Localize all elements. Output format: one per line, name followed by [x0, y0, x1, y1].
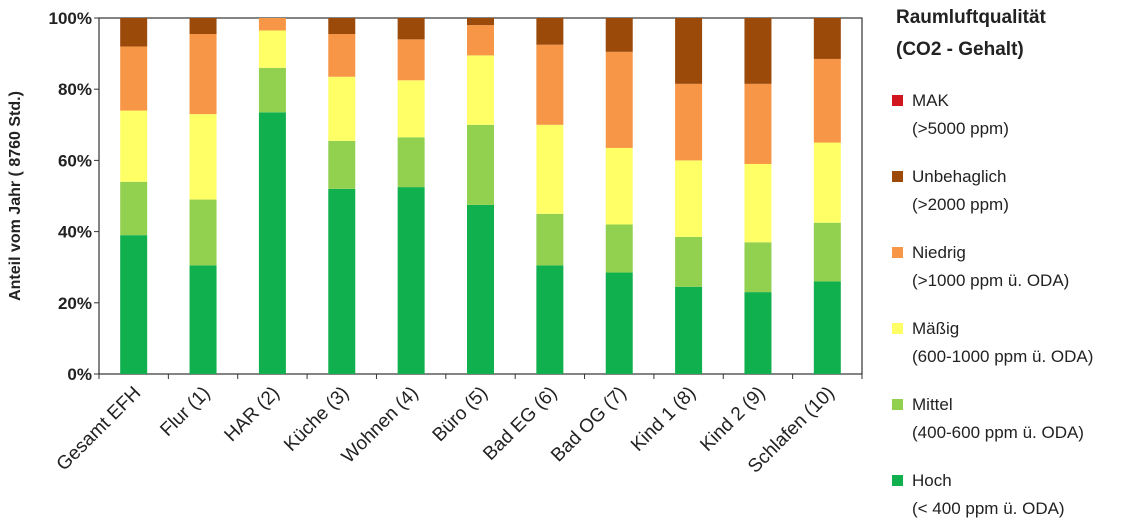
x-tick-label: Gesamt EFH	[53, 383, 145, 475]
bar-segment-mäßig-11	[813, 142, 841, 223]
x-tick-label: Küche (3)	[280, 383, 353, 456]
legend-label: Unbehaglich	[912, 167, 1007, 186]
bar-segment-mittel-10	[744, 242, 772, 293]
bar-segment-unbehaglich-8	[605, 18, 633, 52]
bar-segment-hoch-9	[675, 286, 703, 374]
y-tick-label: 80%	[58, 80, 92, 99]
legend-title-line1: Raumluftqualität	[896, 7, 1046, 28]
bar-segment-mäßig-1	[120, 110, 148, 182]
bar-segment-mittel-8	[605, 224, 633, 273]
x-tick-label: Büro (5)	[429, 383, 492, 446]
legend-title-line2: (CO2 - Gehalt)	[896, 39, 1024, 60]
legend-description: (>2000 ppm)	[912, 195, 1009, 214]
y-axis-label: Anteil vom Jahr ( 8760 Std.)	[7, 91, 24, 301]
bar-segment-mäßig-4	[328, 76, 356, 141]
bar-segment-mäßig-6	[467, 55, 494, 125]
bar-segment-unbehaglich-11	[813, 18, 841, 59]
bar-segment-mittel-3	[258, 67, 286, 113]
bar-segment-niedrig-10	[744, 83, 772, 164]
bar-segment-niedrig-4	[328, 34, 356, 77]
bar-segment-mäßig-10	[744, 163, 772, 243]
bar-segment-unbehaglich-4	[328, 18, 356, 35]
bar-segment-mäßig-2	[189, 114, 217, 200]
legend-description: (600-1000 ppm ü. ODA)	[912, 347, 1094, 366]
legend-swatch	[892, 171, 903, 182]
legend-description: (< 400 ppm ü. ODA)	[912, 499, 1065, 518]
bar-segment-mittel-4	[328, 140, 356, 189]
bar-segment-mittel-11	[813, 222, 841, 282]
legend-swatch	[892, 95, 903, 106]
x-tick-label: Kind 2 (9)	[696, 383, 769, 456]
bar-segment-mittel-1	[120, 181, 148, 236]
legend-description: (>5000 ppm)	[912, 119, 1009, 138]
bar-segment-niedrig-9	[675, 83, 703, 161]
x-tick-label: Kind 1 (8)	[627, 383, 700, 456]
bar-segment-niedrig-11	[813, 58, 841, 143]
bar-segment-mäßig-5	[397, 80, 425, 138]
y-tick-label: 60%	[58, 151, 92, 170]
bar-segment-unbehaglich-10	[744, 18, 772, 84]
y-tick-label: 20%	[58, 294, 92, 313]
bar-segment-mittel-2	[189, 199, 217, 266]
y-tick-label: 100%	[49, 9, 92, 28]
legend-label: MAK	[912, 91, 949, 110]
bar-segment-hoch-10	[744, 292, 772, 374]
bar-segment-unbehaglich-2	[189, 18, 217, 35]
bar-segment-hoch-8	[605, 272, 633, 374]
bar-segment-unbehaglich-9	[675, 18, 703, 84]
x-tick-label: Bad OG (7)	[547, 383, 631, 467]
bar-segment-hoch-11	[813, 281, 841, 374]
legend-swatch	[892, 475, 903, 486]
y-tick-label: 0%	[67, 365, 92, 384]
legend-label: Mittel	[912, 395, 953, 414]
legend-swatch	[892, 247, 903, 258]
legend-label: Hoch	[912, 471, 952, 490]
legend-swatch	[892, 323, 903, 334]
legend-label: Niedrig	[912, 243, 966, 262]
y-tick-label: 40%	[58, 223, 92, 242]
legend-label: Mäßig	[912, 319, 960, 338]
bar-segment-mittel-9	[675, 236, 703, 287]
legend-description: (400-600 ppm ü. ODA)	[912, 423, 1084, 442]
bar-segment-niedrig-5	[397, 39, 425, 81]
bar-segment-mäßig-9	[675, 160, 703, 237]
bar-segment-niedrig-2	[189, 34, 217, 115]
bar-segment-unbehaglich-7	[536, 18, 564, 45]
bar-segment-unbehaglich-5	[397, 18, 425, 40]
legend-description: (>1000 ppm ü. ODA)	[912, 271, 1070, 290]
bar-segment-hoch-7	[536, 265, 564, 374]
bar-segment-hoch-1	[120, 235, 148, 374]
bar-segment-niedrig-7	[536, 44, 564, 125]
bar-segment-hoch-6	[467, 204, 494, 374]
bar-segment-hoch-4	[328, 188, 356, 374]
bar-segment-mittel-7	[536, 213, 564, 266]
bar-segment-hoch-5	[397, 187, 425, 374]
bar-segment-mäßig-8	[605, 147, 633, 225]
bar-segment-unbehaglich-1	[120, 18, 148, 47]
bar-segment-niedrig-3	[258, 18, 286, 31]
bar-segment-niedrig-8	[605, 51, 633, 148]
bar-segment-mäßig-7	[536, 124, 564, 214]
x-tick-label: Flur (1)	[156, 383, 214, 441]
x-tick-label: HAR (2)	[221, 383, 284, 446]
bar-segment-mittel-5	[397, 137, 425, 188]
bar-segment-mittel-6	[467, 124, 494, 205]
bar-segment-niedrig-1	[120, 46, 148, 111]
bar-segment-mäßig-3	[258, 30, 286, 68]
bar-segment-hoch-2	[189, 265, 217, 374]
bar-segment-hoch-3	[258, 112, 286, 374]
legend-swatch	[892, 399, 903, 410]
bar-segment-niedrig-6	[467, 25, 494, 56]
bar-segment-unbehaglich-6	[467, 18, 494, 26]
bars-group	[120, 18, 841, 374]
